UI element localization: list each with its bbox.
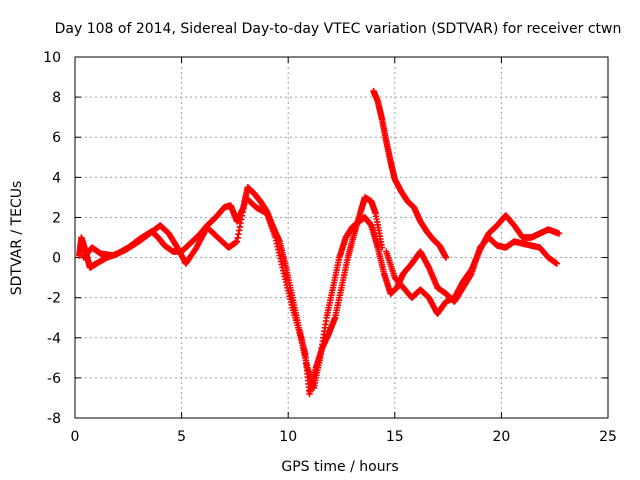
chart-title: Day 108 of 2014, Sidereal Day-to-day VTE… [55,21,622,37]
series-arc-d [383,212,563,317]
data-point [555,230,563,237]
plot-frame [74,56,609,419]
x-tick-label: 0 [71,429,80,445]
data-points [76,87,563,398]
y-axis-label: SDTVAR / TECUs [9,181,25,296]
y-tick-label: 2 [52,210,61,226]
x-tick-label: 25 [599,429,617,445]
y-tick-label: 8 [52,90,61,106]
y-tick-label: -6 [47,371,61,387]
y-tick-label: 10 [43,50,61,66]
axis-ticks: 0 5 10 15 20 25 -8 -6 -4 -2 0 2 4 6 8 10 [43,50,617,445]
y-tick-label: -4 [47,331,61,347]
series-arc-b [80,194,561,392]
x-axis-label: GPS time / hours [281,459,398,475]
x-tick-label: 10 [279,429,297,445]
x-tick-label: 20 [492,429,510,445]
y-tick-label: -8 [47,411,61,427]
y-tick-label: 4 [52,170,61,186]
y-tick-label: 0 [52,251,61,267]
y-tick-label: 6 [52,130,61,146]
data-point [553,260,561,267]
x-tick-label: 15 [386,429,404,445]
data-point [442,254,450,261]
y-tick-label: -2 [47,291,61,307]
x-tick-label: 5 [177,429,186,445]
series-arc-c [370,87,450,261]
